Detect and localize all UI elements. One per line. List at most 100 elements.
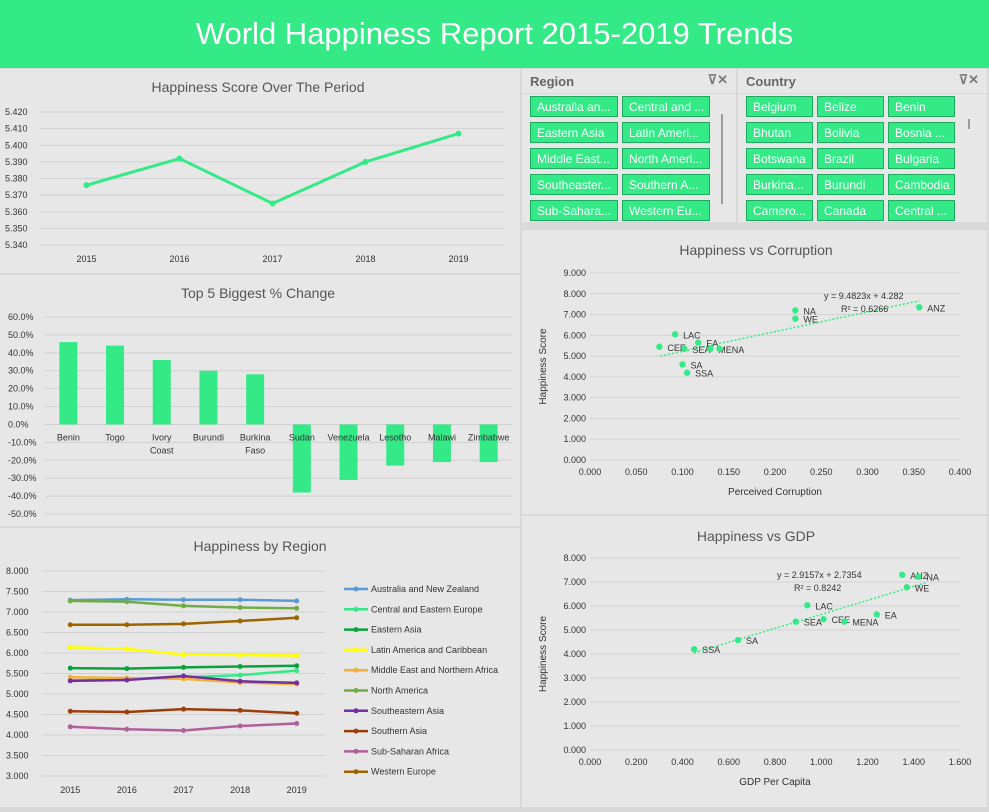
data-point <box>237 672 243 678</box>
point-label: CEE <box>667 343 686 353</box>
slicer-item[interactable]: Middle East... <box>530 148 618 169</box>
y-tick-label: 4.500 <box>6 710 29 720</box>
slicer-item[interactable]: Benin <box>888 96 955 117</box>
y-tick-label: 2.000 <box>563 413 586 423</box>
slicer-item[interactable]: Brazil <box>817 148 884 169</box>
x-tick-label: 0.050 <box>625 467 648 477</box>
data-point <box>734 636 742 644</box>
r-squared: R² = 0.8242 <box>794 583 841 593</box>
data-point <box>898 571 906 578</box>
slicer-item[interactable]: Bolivia <box>817 122 884 143</box>
data-point <box>181 652 186 658</box>
data-point <box>124 677 130 683</box>
data-point <box>294 652 300 658</box>
legend-marker <box>353 769 359 775</box>
slicer-item[interactable]: Belize <box>817 96 884 117</box>
slicer-item[interactable]: Central and ... <box>622 96 710 117</box>
slicer-item[interactable]: Cambodia <box>888 174 955 195</box>
y-tick-label: 7.000 <box>563 310 586 320</box>
y-tick-label: 6.500 <box>6 628 29 638</box>
x-tick-label: 2018 <box>355 254 375 264</box>
region-slicer-scrollbar[interactable] <box>721 114 723 204</box>
slicer-item[interactable]: Western Eu... <box>622 200 710 221</box>
x-tick-label: 2017 <box>262 254 282 264</box>
data-point <box>181 673 186 679</box>
bar <box>246 374 265 425</box>
data-point <box>181 597 186 603</box>
slicer-item[interactable]: Australia an... <box>530 96 618 117</box>
x-tick-label: Burkina <box>240 432 271 442</box>
slicer-item[interactable]: Southeaster... <box>530 174 618 195</box>
y-tick-label: 5.000 <box>6 689 29 699</box>
region-chart-panel: Happiness by Region 3.000 3.500 4.000 4.500 5… <box>0 528 520 807</box>
point-label: CEE <box>832 615 851 625</box>
data-point <box>124 622 130 628</box>
x-axis-label: GDP Per Capita <box>739 777 811 788</box>
y-tick-label: 0.000 <box>563 745 586 755</box>
data-point <box>683 369 691 376</box>
legend-label: Australia and New Zealand <box>371 584 479 594</box>
y-tick-label: 2.000 <box>563 697 586 707</box>
x-tick-label: Togo <box>105 432 125 442</box>
y-tick-label: 7.500 <box>6 587 29 597</box>
bar <box>386 424 405 466</box>
point-label: SSA <box>695 369 713 379</box>
x-tick-label: 2016 <box>169 254 189 264</box>
slicer-item[interactable]: Eastern Asia <box>530 122 618 143</box>
data-point <box>83 182 90 189</box>
y-tick-label: 5.420 <box>5 107 28 117</box>
clear-filter-icon[interactable]: ⊽✕ <box>707 72 728 87</box>
slicer-item[interactable]: Latin Ameri... <box>622 122 710 143</box>
slicer-item[interactable]: Bulgaria <box>888 148 955 169</box>
slicer-item[interactable]: Sub-Sahara... <box>530 200 618 221</box>
y-tick-label: -20.0% <box>8 455 37 465</box>
slicer-item[interactable]: North Ameri... <box>622 148 710 169</box>
region-slicer-header: Region ⊽✕ <box>522 69 736 93</box>
slicer-item[interactable]: Central ... <box>888 200 955 221</box>
legend-marker <box>353 647 359 653</box>
slicer-item[interactable]: Camero... <box>746 200 813 221</box>
trendline <box>660 300 920 357</box>
slicer-item[interactable]: Bosnia ... <box>888 122 955 143</box>
y-tick-label: 9.000 <box>563 268 586 278</box>
legend-marker <box>353 627 359 633</box>
x-tick-label: 0.350 <box>902 467 925 477</box>
legend-label: Sub-Saharan Africa <box>371 746 449 756</box>
legend-marker <box>353 708 359 714</box>
point-label: NA <box>926 573 939 583</box>
bar-chart-panel: Top 5 Biggest % Change -50.0% -40.0% -30.0%… <box>0 275 520 526</box>
y-tick-label: -10.0% <box>8 437 37 447</box>
bar <box>339 424 358 480</box>
point-label: WE <box>915 583 930 593</box>
y-tick-label: 4.000 <box>563 649 586 659</box>
point-label: WE <box>803 315 818 325</box>
slicer-item[interactable]: Belgium <box>746 96 813 117</box>
slicer-item[interactable]: Canada <box>817 200 884 221</box>
y-tick-label: 8.000 <box>563 553 586 563</box>
x-tick-label: Zimbabwe <box>468 432 510 442</box>
x-tick-label: Burundi <box>193 432 224 442</box>
slicer-item[interactable]: Bhutan <box>746 122 813 143</box>
data-point <box>681 345 688 353</box>
data-point <box>181 603 186 609</box>
data-point <box>124 709 130 715</box>
data-point <box>124 726 130 732</box>
legend-label: Southeastern Asia <box>371 706 444 716</box>
region-slicer: Australia an... Central and ... Eastern As… <box>522 94 736 222</box>
y-tick-label: 7.000 <box>563 577 586 587</box>
data-point <box>455 130 462 137</box>
slicer-item[interactable]: Burkina... <box>746 174 813 195</box>
dashboard-title: World Happiness Report 2015-2019 Trends <box>0 0 989 68</box>
data-point <box>67 708 73 714</box>
slicer-item[interactable]: Southern A... <box>622 174 710 195</box>
point-label: ANZ <box>927 303 946 313</box>
chart-title: Happiness vs GDP <box>697 528 815 544</box>
data-point <box>124 599 130 605</box>
happiness-vs-gdp-chart: Happiness vs GDP 0.000 1.000 2.000 3.000 4.00… <box>538 528 971 788</box>
slicer-item[interactable]: Botswana <box>746 148 813 169</box>
data-point <box>181 727 186 733</box>
clear-filter-icon[interactable]: ⊽✕ <box>958 72 979 87</box>
y-tick-label: 5.380 <box>5 174 28 184</box>
country-slicer-scrollbar[interactable] <box>968 119 970 129</box>
slicer-item[interactable]: Burundi <box>817 174 884 195</box>
